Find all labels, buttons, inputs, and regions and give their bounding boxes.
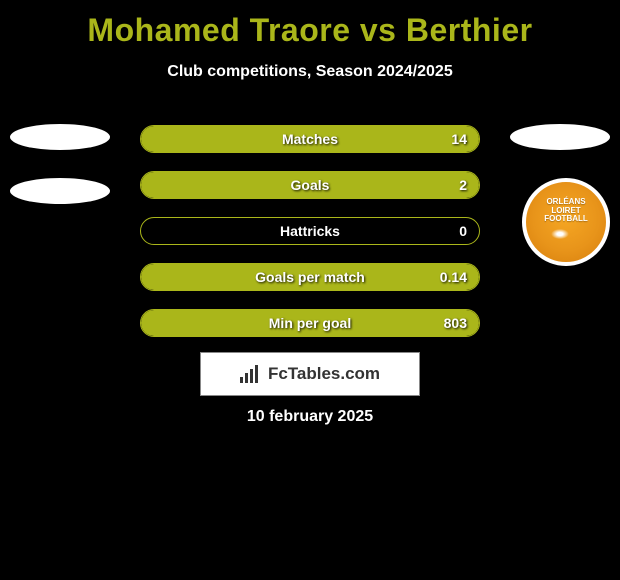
badge-line3: FOOTBALL [544, 215, 588, 224]
stat-bar-goals: Goals 2 [140, 171, 480, 199]
stat-label: Matches [282, 131, 338, 147]
stat-label: Goals [291, 177, 330, 193]
stat-bar-hattricks: Hattricks 0 [140, 217, 480, 245]
page-title: Mohamed Traore vs Berthier [0, 0, 620, 49]
stat-value: 0 [459, 223, 467, 239]
player2-club-badge: ORLÉANS LOIRET FOOTBALL [522, 178, 610, 266]
fctables-chart-icon [240, 365, 262, 383]
footer-date: 10 february 2025 [0, 408, 620, 426]
stat-value: 14 [451, 131, 467, 147]
stat-bar-matches: Matches 14 [140, 125, 480, 153]
stat-value: 2 [459, 177, 467, 193]
page-subtitle: Club competitions, Season 2024/2025 [0, 63, 620, 81]
player1-avatar-placeholder [10, 124, 110, 150]
player1-club-placeholder [10, 178, 110, 204]
footer-logo-text: FcTables.com [268, 364, 380, 384]
stats-container: Matches 14 Goals 2 Hattricks 0 Goals per… [140, 125, 480, 355]
footer-logo-box[interactable]: FcTables.com [200, 352, 420, 396]
stat-value: 803 [444, 315, 467, 331]
stat-label: Goals per match [255, 269, 365, 285]
player2-avatar-placeholder [510, 124, 610, 150]
stat-label: Hattricks [280, 223, 340, 239]
stat-bar-gpm: Goals per match 0.14 [140, 263, 480, 291]
stat-label: Min per goal [269, 315, 351, 331]
stat-bar-mpg: Min per goal 803 [140, 309, 480, 337]
badge-graphic [551, 226, 581, 246]
stat-value: 0.14 [440, 269, 467, 285]
